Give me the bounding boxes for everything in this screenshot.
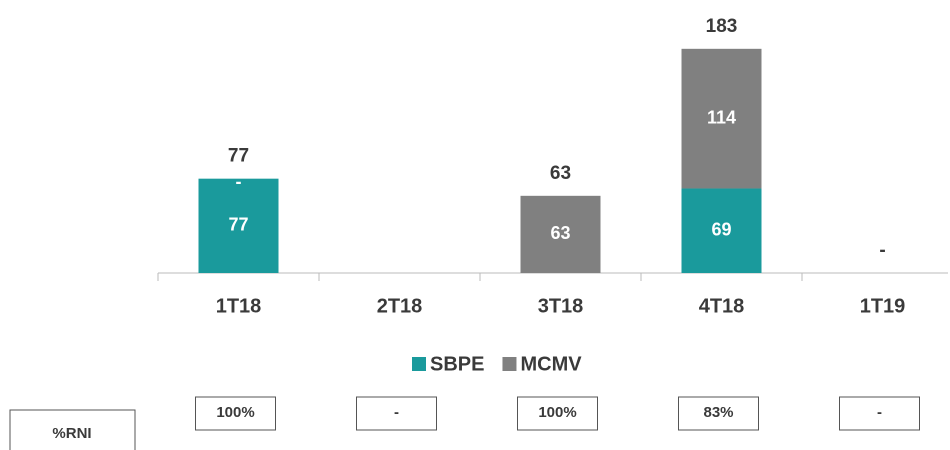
table-cell-box (678, 396, 759, 431)
legend-swatch (412, 357, 426, 371)
table-cell: - (877, 404, 882, 421)
x-tick-label: 3T18 (538, 295, 584, 317)
total-label: 77 (228, 146, 249, 167)
total-label: 183 (706, 16, 738, 37)
table-header-box (9, 409, 136, 450)
data-label: 63 (550, 223, 570, 243)
legend-swatch (502, 357, 517, 371)
total-label: - (879, 240, 885, 261)
legend-label: MCMV (520, 353, 582, 375)
table-cell: 100% (538, 404, 576, 421)
table-cell: 100% (216, 404, 254, 421)
table-cell: - (394, 404, 399, 421)
x-tick-label: 2T18 (377, 295, 423, 317)
table-cell: 83% (703, 404, 733, 421)
x-tick-label: 4T18 (699, 295, 745, 317)
x-tick-label: 1T19 (860, 295, 906, 317)
bar-segment (198, 178, 279, 273)
table-cell-box (839, 396, 920, 431)
data-label: 69 (711, 219, 731, 239)
table-cell-box (356, 396, 437, 431)
table-header: %RNI (52, 425, 91, 442)
legend-label: SBPE (430, 353, 484, 375)
table-cell-box (517, 396, 598, 431)
bar-segment (681, 48, 762, 189)
data-label: 114 (707, 107, 736, 127)
x-tick-label: 1T18 (216, 295, 262, 317)
total-label: 63 (550, 163, 571, 184)
bar-segment (520, 195, 601, 273)
data-label: 77 (228, 215, 248, 235)
data-label: - (236, 171, 242, 191)
table-cell-box (195, 396, 276, 431)
bar-segment (681, 188, 762, 273)
